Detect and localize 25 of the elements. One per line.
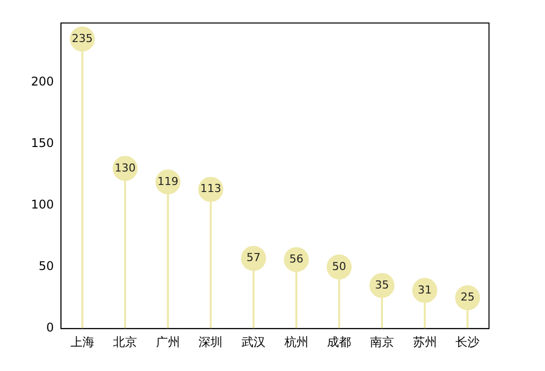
x-tick-label: 广州 (156, 334, 180, 349)
x-tick-label: 长沙 (456, 334, 480, 349)
data-label: 56 (289, 252, 304, 266)
x-tick-label: 北京 (113, 334, 138, 349)
data-label: 113 (200, 182, 222, 196)
data-label: 35 (374, 278, 389, 292)
x-tick-label: 成都 (327, 334, 352, 349)
data-label: 130 (114, 161, 136, 174)
data-label: 25 (460, 290, 475, 304)
data-label: 57 (246, 251, 261, 264)
x-tick-label: 苏州 (412, 334, 437, 349)
x-tick-label: 上海 (70, 334, 94, 349)
data-label: 50 (332, 260, 346, 273)
y-tick-label: 0 (46, 320, 54, 335)
data-label: 31 (418, 283, 432, 296)
x-tick-label: 杭州 (283, 334, 308, 349)
data-label: 119 (157, 174, 178, 188)
x-tick-label: 南京 (370, 334, 394, 349)
x-tick-label: 武汉 (242, 334, 266, 349)
y-tick-label: 100 (31, 198, 54, 212)
y-tick-label: 50 (38, 259, 54, 274)
x-tick-label: 深圳 (198, 334, 223, 349)
y-tick-label: 150 (31, 136, 54, 150)
y-tick-label: 200 (31, 74, 54, 88)
data-label: 235 (72, 32, 93, 45)
